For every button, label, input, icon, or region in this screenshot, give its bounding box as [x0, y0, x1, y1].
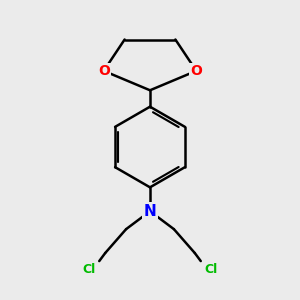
Text: O: O [190, 64, 202, 78]
Text: Cl: Cl [82, 263, 95, 276]
Text: N: N [144, 204, 156, 219]
Text: Cl: Cl [205, 263, 218, 276]
Text: O: O [98, 64, 110, 78]
